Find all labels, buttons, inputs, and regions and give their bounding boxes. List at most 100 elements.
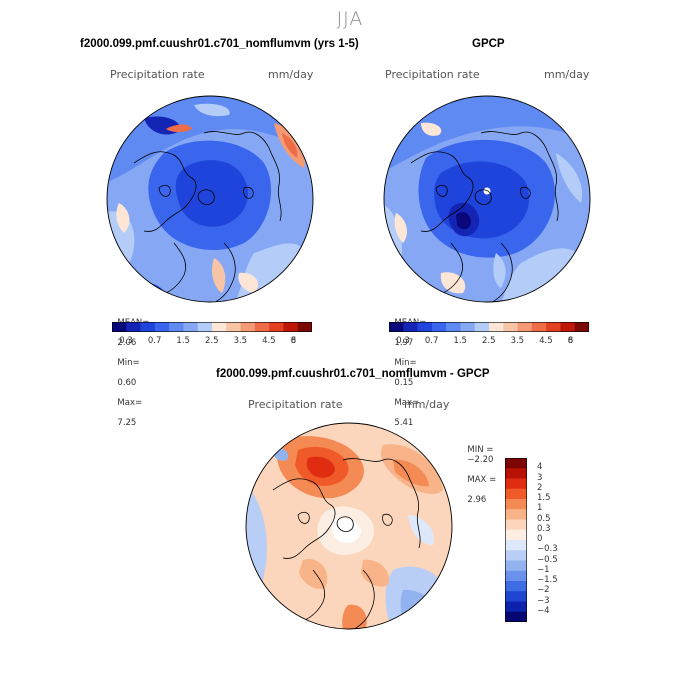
obs-precip-field <box>384 96 590 302</box>
obs-colorbar-ticks: 0.3 0.7 1.5 2.5 3.5 4.5 6 8 <box>389 336 589 348</box>
obs-min-label: Min= <box>394 358 417 368</box>
obs-colorbar-swatch <box>431 322 447 332</box>
model-colorbar-swatch <box>297 322 312 332</box>
obs-colorbar-swatch <box>417 322 433 332</box>
model-panel-title: f2000.099.pmf.cuushr01.c701_nomflumvm (y… <box>80 38 359 50</box>
diff-colorbar-swatch <box>505 601 527 613</box>
obs-colorbar-swatches <box>389 322 589 332</box>
diff-max-value: 2.96 <box>467 495 487 505</box>
model-colorbar-swatch <box>212 322 227 332</box>
diff-colorbar-tick: −2 <box>537 585 550 596</box>
diff-colorbar-tick: 1.5 <box>537 493 551 503</box>
diff-colorbar-tick: 2 <box>537 482 543 493</box>
model-min-value: 0.60 <box>117 378 137 388</box>
diff-colorbar-swatch <box>505 478 527 490</box>
diff-colorbar-swatch <box>505 540 527 551</box>
obs-variable-label: Precipitation rate <box>385 68 480 81</box>
diff-colorbar-swatch <box>505 560 527 572</box>
model-colorbar-tick: 8 <box>290 336 297 346</box>
model-colorbar-swatch <box>197 322 213 332</box>
model-max-value: 7.25 <box>117 418 137 428</box>
model-variable-label: Precipitation rate <box>110 68 205 81</box>
obs-colorbar-border <box>389 322 589 332</box>
diff-colorbar-tick: 0.3 <box>537 523 551 534</box>
diff-colorbar-ticks: 4 3 2 1.5 1 0.5 0.3 0 −0.3 −0.5 −1 −1.5 −2 −3 −4 <box>537 458 597 628</box>
obs-colorbar-tick: 2.5 <box>482 336 496 346</box>
model-colorbar-swatch <box>269 322 284 332</box>
diff-colorbar-tick: −0.3 <box>537 544 558 555</box>
obs-colorbar-swatch <box>531 322 547 332</box>
obs-colorbar-tick: 1.5 <box>453 336 467 346</box>
model-colorbar-swatch <box>140 322 156 332</box>
model-colorbar-tick: 0.3 <box>119 336 133 346</box>
obs-polar-map <box>383 95 591 303</box>
diff-colorbar-tick: 0.5 <box>537 513 551 524</box>
diff-min-label: MIN = <box>467 445 494 455</box>
obs-colorbar-tick: 6 <box>567 336 574 346</box>
model-colorbar-swatch <box>169 322 184 332</box>
obs-colorbar-swatch <box>474 322 490 332</box>
obs-units-label: mm/day <box>544 68 590 81</box>
obs-min-value: 0.15 <box>394 378 414 388</box>
model-colorbar-tick: 0.7 <box>147 336 162 346</box>
model-colorbar-swatch <box>154 322 170 332</box>
diff-colorbar-tick: −3 <box>537 595 550 606</box>
diff-colorbar-swatch <box>505 509 527 520</box>
diff-colorbar-swatch <box>505 591 527 602</box>
diff-colorbar-swatch <box>505 468 527 479</box>
diff-colorbar <box>505 458 527 622</box>
obs-max-label: Max= <box>394 398 420 408</box>
model-colorbar-swatch <box>112 322 127 332</box>
obs-colorbar-swatch <box>460 322 476 332</box>
obs-colorbar-tick: 8 <box>567 336 574 346</box>
obs-colorbar-swatch <box>389 322 404 332</box>
obs-colorbar-swatch <box>560 322 576 332</box>
diff-colorbar-tick: −4 <box>537 605 550 616</box>
model-polar-map <box>106 95 314 303</box>
obs-mean-value: 1.97 <box>394 338 414 348</box>
diff-stats: MIN = −2.20 MAX = 2.96 <box>462 435 496 505</box>
diff-colorbar-swatch <box>505 529 527 541</box>
diff-colorbar-swatch <box>505 499 527 510</box>
obs-colorbar <box>389 322 589 332</box>
diff-colorbar-tick: 1 <box>537 503 543 514</box>
model-colorbar-swatch <box>240 322 256 332</box>
obs-max-value: 5.41 <box>394 418 414 428</box>
diff-units-label: mm/day <box>404 398 450 411</box>
diff-colorbar-tick: −1 <box>537 564 550 575</box>
model-precip-field <box>107 96 313 302</box>
diff-colorbar-tick: −0.5 <box>537 554 558 565</box>
obs-colorbar-tick: 0.7 <box>424 336 439 346</box>
diff-coastlines <box>272 458 421 629</box>
model-colorbar-swatch <box>183 322 199 332</box>
diff-min-value: −2.20 <box>467 455 494 465</box>
obs-coastlines <box>410 131 559 302</box>
diff-colorbar-tick: −1.5 <box>537 575 558 585</box>
obs-colorbar-swatch <box>489 322 504 332</box>
obs-colorbar-swatch <box>446 322 461 332</box>
model-colorbar-swatch <box>254 322 270 332</box>
model-colorbar-tick: 6 <box>290 336 297 346</box>
diff-variable-label: Precipitation rate <box>248 398 343 411</box>
model-coastlines <box>133 131 282 302</box>
diff-colorbar-swatch <box>505 581 527 592</box>
diff-colorbar-tick: 3 <box>537 472 543 483</box>
diff-precip-field <box>246 423 452 629</box>
diff-colorbar-tick: 4 <box>537 462 543 473</box>
model-mean-value: 2.06 <box>117 338 137 348</box>
figure-title: JJA <box>336 8 364 30</box>
model-colorbar-tick: 2.5 <box>205 336 219 346</box>
model-colorbar-swatch <box>126 322 141 332</box>
model-max-label: Max= <box>117 398 143 408</box>
obs-colorbar-tick: 0.3 <box>396 336 410 346</box>
model-min-label: Min= <box>117 358 140 368</box>
model-units-label: mm/day <box>268 68 314 81</box>
model-colorbar-border <box>112 322 312 332</box>
model-colorbar <box>112 322 312 332</box>
model-colorbar-swatch <box>283 322 299 332</box>
model-colorbar-tick: 3.5 <box>233 336 248 346</box>
model-colorbar-swatch <box>226 322 241 332</box>
diff-colorbar-swatch <box>505 519 527 531</box>
obs-colorbar-swatch <box>574 322 589 332</box>
obs-colorbar-swatch <box>403 322 418 332</box>
